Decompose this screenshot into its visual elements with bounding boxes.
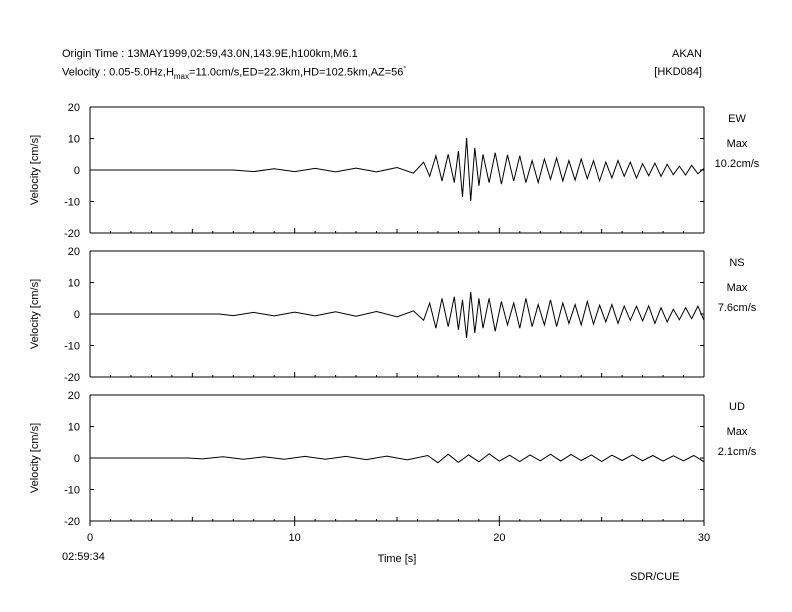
panel-ns: 20 10 0 -10 -20 Velocity [cm/s] NS Max 7.6cm/s <box>29 246 757 384</box>
component-label: UD <box>729 401 745 413</box>
y-tick-label: 20 <box>68 246 80 258</box>
max-label: Max <box>727 282 748 294</box>
waveform-ud <box>90 453 705 464</box>
velocity-suffix: =11.0cm/s,ED=22.3km,HD=102.5km,AZ=56 <box>189 66 404 79</box>
station-code: [HKD084] <box>654 66 702 78</box>
waveform-ns <box>90 291 705 338</box>
y-tick-label: 0 <box>74 165 80 177</box>
x-tick-label: 10 <box>289 532 301 544</box>
credit-label: SDR/CUE <box>630 571 680 583</box>
origin-time-header: Origin Time : 13MAY1999,02:59,43.0N,143.… <box>62 48 358 60</box>
y-tick-label: -20 <box>64 516 80 528</box>
y-axis-label: Velocity [cm/s] <box>29 423 41 493</box>
y-tick-label: -20 <box>64 372 80 384</box>
y-tick-label: -20 <box>64 228 80 240</box>
max-label: Max <box>727 138 748 150</box>
component-label: EW <box>728 113 746 125</box>
panel-ew: 20 10 0 -10 -20 Velocity [cm/s] EW Max 10.2cm/s <box>29 102 760 240</box>
panel-ud: 20 10 0 -10 -20 Velocity [cm/s] UD Max 2.1cm/s <box>29 390 757 528</box>
velocity-header: Velocity : 0.05-5.0Hz,Hmax=11.0cm/s,ED=2… <box>62 66 406 81</box>
max-value-label: 2.1cm/s <box>718 446 757 458</box>
y-tick-label: 0 <box>74 453 80 465</box>
x-tick-label: 30 <box>698 532 710 544</box>
y-tick-label: -10 <box>64 341 80 353</box>
y-tick-label: -10 <box>64 197 80 209</box>
component-label: NS <box>729 257 744 269</box>
max-value-label: 7.6cm/s <box>718 302 757 314</box>
y-tick-label: 10 <box>68 278 80 290</box>
station-name: AKAN <box>672 48 702 60</box>
y-tick-label: 20 <box>68 102 80 114</box>
y-tick-label: 20 <box>68 390 80 402</box>
x-axis-label: Time [s] <box>378 553 417 565</box>
velocity-subscript: max <box>173 71 190 81</box>
max-label: Max <box>727 426 748 438</box>
x-tick-label: 20 <box>493 532 505 544</box>
start-time-label: 02:59:34 <box>62 551 105 563</box>
degree-symbol: ° <box>403 66 407 73</box>
x-tick-label: 0 <box>87 532 93 544</box>
waveform-ew <box>90 137 705 201</box>
y-axis-label: Velocity [cm/s] <box>29 279 41 349</box>
max-value-label: 10.2cm/s <box>715 158 760 170</box>
y-tick-label: 10 <box>68 134 80 146</box>
y-tick-label: -10 <box>64 485 80 497</box>
y-tick-label: 0 <box>74 309 80 321</box>
velocity-prefix: Velocity : 0.05-5.0Hz,H <box>62 66 174 79</box>
y-tick-label: 10 <box>68 422 80 434</box>
y-axis-label: Velocity [cm/s] <box>29 135 41 205</box>
